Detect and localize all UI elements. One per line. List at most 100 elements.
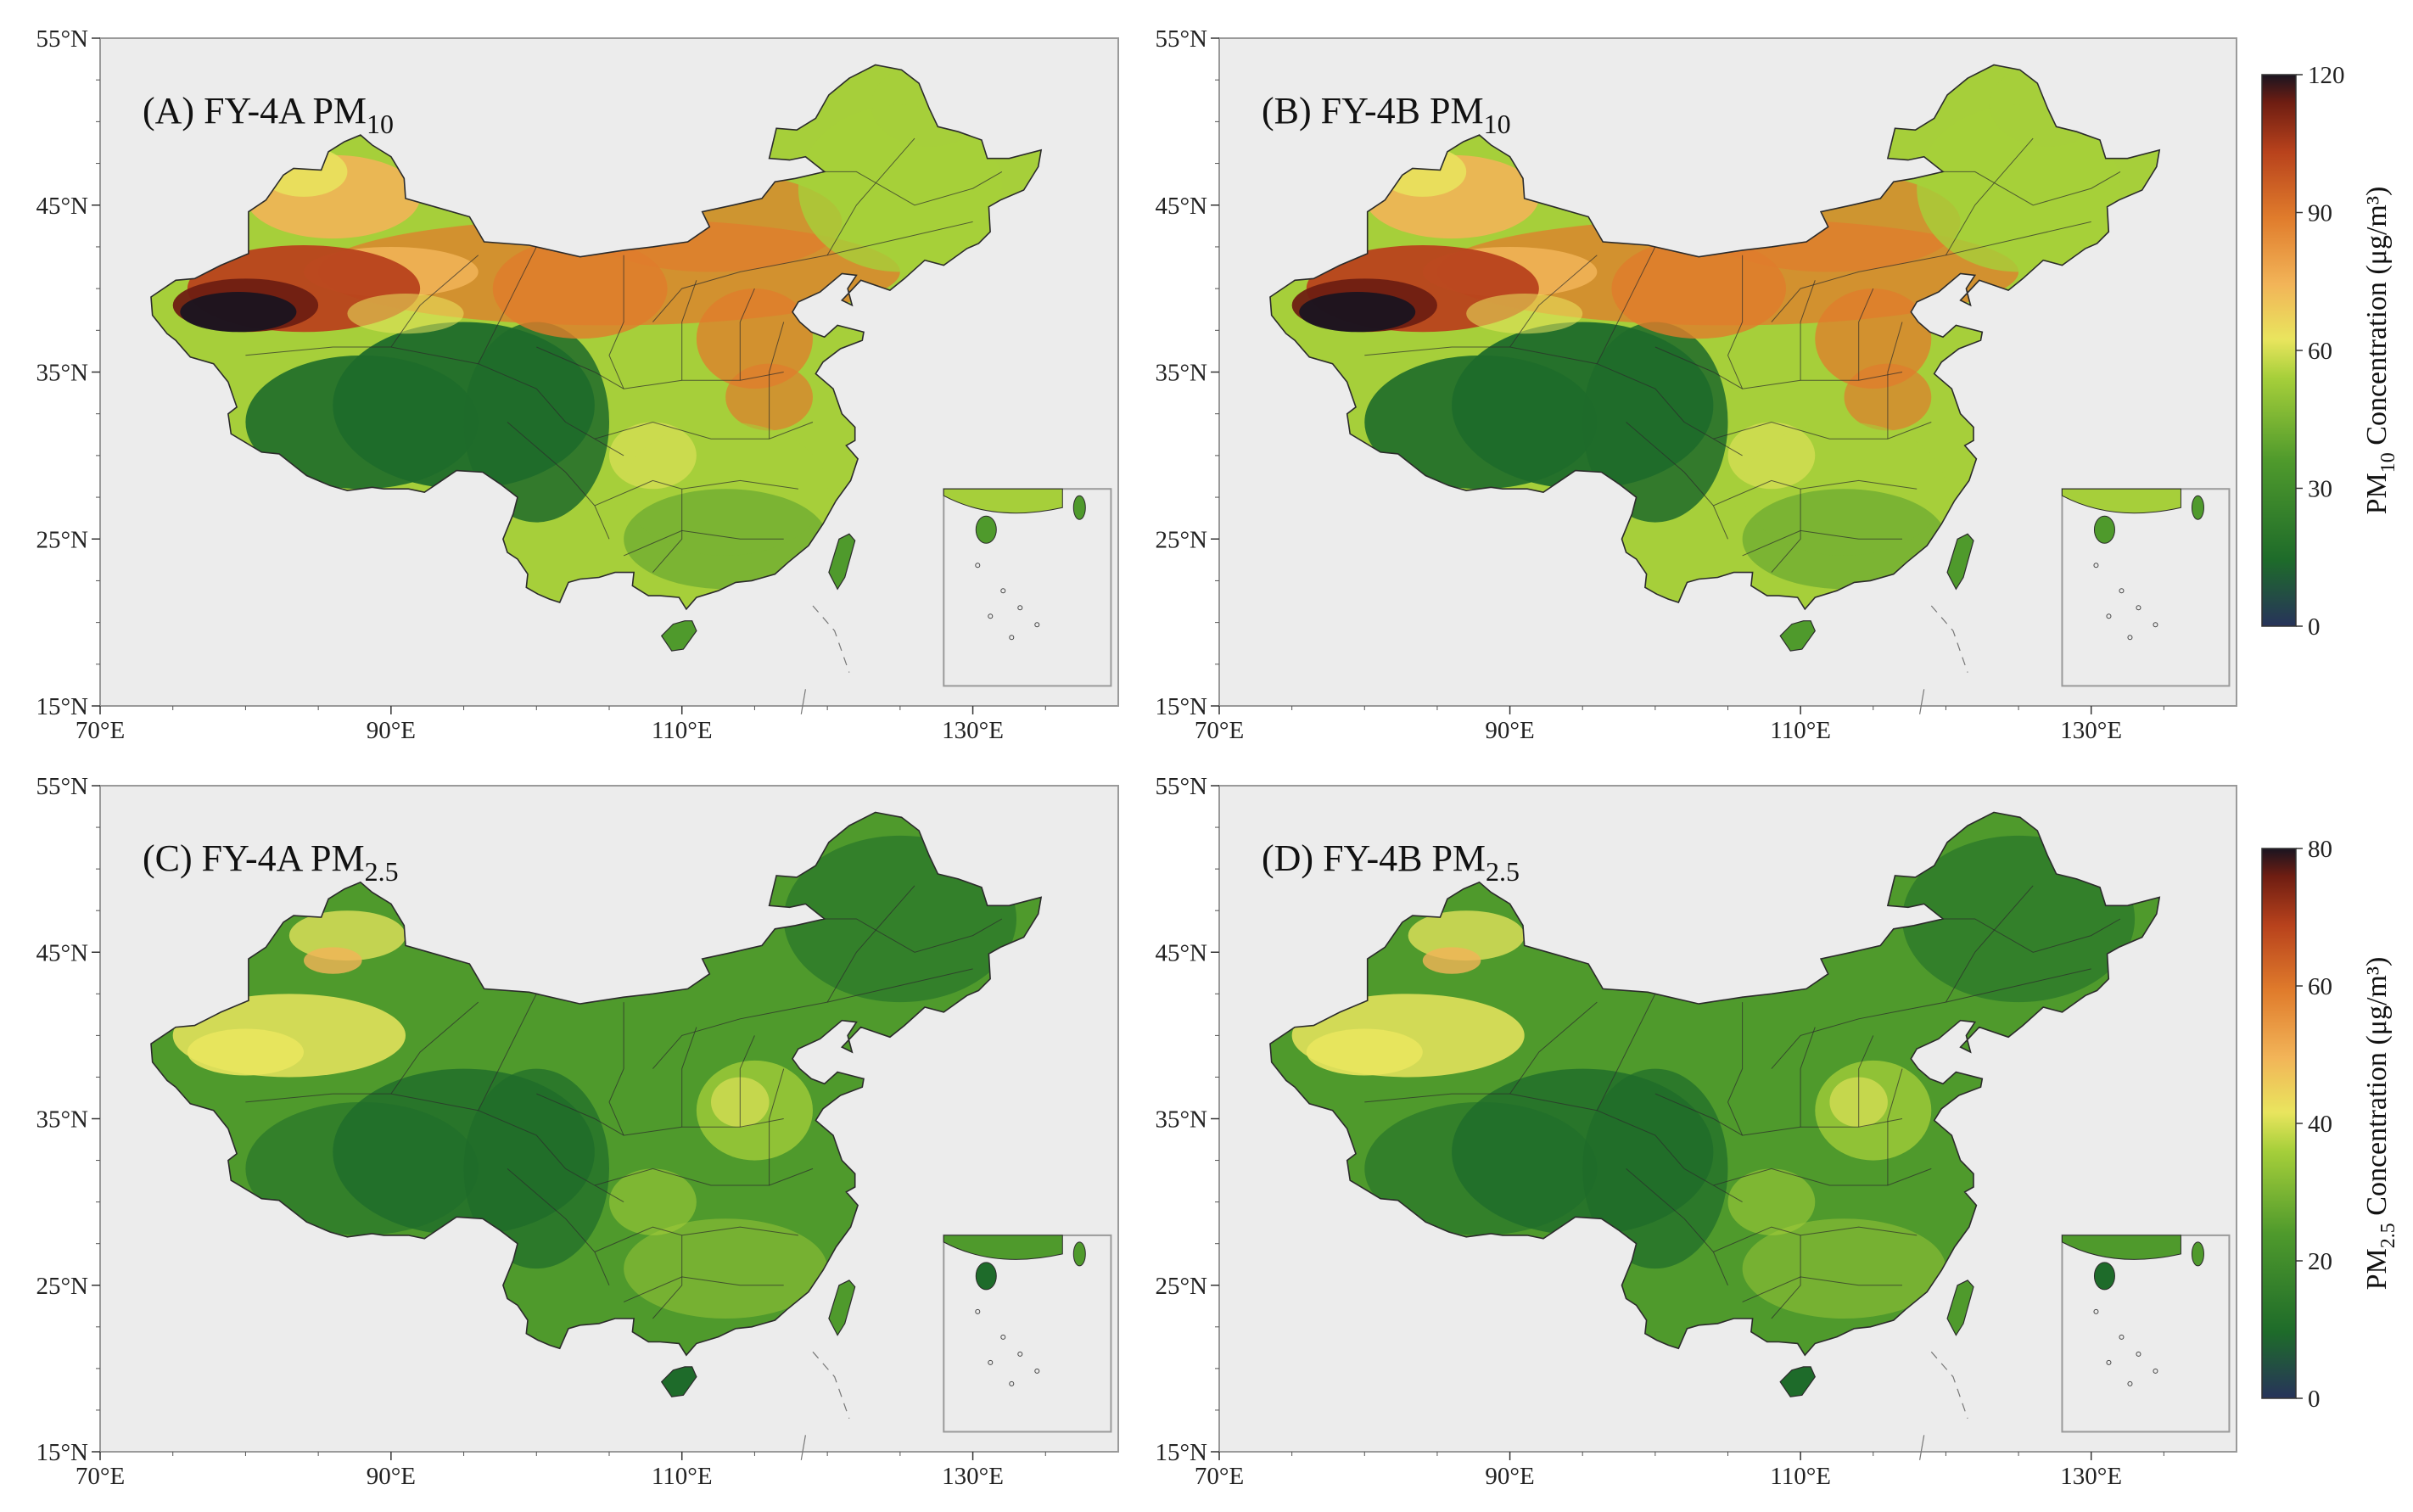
province-boundary xyxy=(536,346,784,389)
inset-island xyxy=(2191,495,2204,520)
map-axes: 55°N 45°N 35°N 25°N 15°N70°E 90°E 110°E 130°E xyxy=(36,773,1046,1490)
province-boundaries xyxy=(245,885,1003,1319)
concentration-blob xyxy=(463,322,609,523)
inset-islet xyxy=(2106,613,2112,619)
colorbar-tick-label: 120 xyxy=(2308,62,2345,89)
province-boundary xyxy=(1931,918,2121,953)
concentration-blob xyxy=(1408,910,1525,961)
province-boundary xyxy=(1946,968,2091,1003)
lat-tick-label: 25°N xyxy=(36,526,88,553)
map-panel-d: 55°N 45°N 35°N 25°N 15°N70°E 90°E 110°E 130°E (D… xyxy=(1155,773,2237,1490)
concentration-blob xyxy=(609,1168,697,1235)
province-boundary xyxy=(507,1168,610,1285)
inset-coast xyxy=(943,488,1063,514)
lat-tick-label: 35°N xyxy=(1155,360,1207,387)
inset-islet xyxy=(1034,1368,1040,1374)
lon-tick-label: 130°E xyxy=(942,717,1004,744)
province-boundaries xyxy=(245,137,1003,573)
colorbar-tick-label: 0 xyxy=(2308,1386,2321,1413)
inset-islet xyxy=(1009,635,1015,641)
inset-islet xyxy=(2119,588,2125,594)
inset-islet xyxy=(2127,1380,2133,1386)
inset-island xyxy=(1072,495,1086,520)
province-boundary xyxy=(1626,422,1728,540)
province-boundary xyxy=(478,994,537,1111)
province-boundary xyxy=(1800,280,1816,381)
inset-islet xyxy=(975,1308,981,1314)
province-boundary xyxy=(769,1068,785,1185)
province-boundary xyxy=(1727,1002,1744,1136)
lon-tick-label: 130°E xyxy=(2060,717,2122,744)
province-boundary xyxy=(565,422,624,456)
hainan-island xyxy=(660,1366,697,1397)
map-panel-a: 55°N 45°N 35°N 25°N 15°N70°E 90°E 110°E 130°E (A… xyxy=(36,25,1119,744)
province-boundary xyxy=(1800,1027,1816,1128)
panel-title: (A) FY-4A PM10 xyxy=(143,90,394,139)
concentration-blob xyxy=(304,947,362,974)
panel-title: (B) FY-4B PM10 xyxy=(1262,90,1511,139)
lon-tick-label: 70°E xyxy=(1195,1463,1244,1490)
inset-island xyxy=(975,515,997,544)
province-boundary xyxy=(1654,346,1903,389)
province-boundary xyxy=(769,322,785,440)
lat-tick-label: 35°N xyxy=(36,1106,88,1134)
inset-islet xyxy=(988,613,994,619)
province-boundaries xyxy=(1364,885,2121,1319)
colorbar-tick-label: 20 xyxy=(2308,1248,2332,1275)
concentration-blob xyxy=(1364,355,1598,490)
province-boundary xyxy=(1858,1035,1874,1128)
province-boundary xyxy=(623,529,784,557)
inset-islet xyxy=(1017,1351,1023,1357)
nine-dash-line xyxy=(1930,1351,1968,1419)
province-boundary xyxy=(1858,288,1874,381)
inset-coast xyxy=(943,1235,1063,1260)
inset-islet xyxy=(1009,1380,1015,1386)
lat-tick-label: 15°N xyxy=(1155,1439,1207,1466)
map-axes: 55°N 45°N 35°N 25°N 15°N70°E 90°E 110°E 130°E xyxy=(36,25,1046,744)
concentration-blob xyxy=(347,294,464,334)
colorbar-tick-label: 60 xyxy=(2308,338,2332,365)
concentration-blob xyxy=(288,910,406,961)
lat-tick-label: 45°N xyxy=(36,939,88,966)
inset-islet xyxy=(1000,588,1006,594)
lat-tick-label: 15°N xyxy=(36,693,88,720)
inset-islet xyxy=(1017,605,1023,611)
inset-islet xyxy=(1034,622,1040,628)
nine-dash-line xyxy=(812,605,850,673)
national-border xyxy=(150,64,1043,611)
province-boundary xyxy=(608,1002,624,1136)
province-boundary xyxy=(652,1001,828,1069)
province-boundary xyxy=(1887,322,1903,440)
province-boundary xyxy=(1945,137,2034,256)
hainan-island xyxy=(1779,620,1816,652)
province-boundary xyxy=(623,1276,784,1302)
province-boundary xyxy=(826,221,973,256)
nine-dash-line xyxy=(800,689,806,714)
province-boundary xyxy=(1364,346,1685,423)
lat-tick-label: 55°N xyxy=(36,773,88,800)
concentration-blob xyxy=(180,292,297,333)
province-boundary xyxy=(739,288,755,381)
lon-tick-label: 110°E xyxy=(1770,717,1831,744)
province-boundary xyxy=(813,918,1003,953)
taiwan-island xyxy=(828,533,856,591)
national-border xyxy=(1269,811,2161,1357)
inset-island xyxy=(2191,1241,2204,1267)
province-boundary xyxy=(245,1093,566,1169)
colorbar-tick-label: 30 xyxy=(2308,476,2332,503)
nine-dash-line xyxy=(1919,689,1925,714)
colorbar-tick-label: 40 xyxy=(2308,1111,2332,1138)
inset-islet xyxy=(2106,1359,2112,1365)
province-boundary xyxy=(1727,255,1744,389)
concentration-blob xyxy=(696,288,813,389)
nine-dash-line xyxy=(812,1351,850,1419)
inset-islet xyxy=(1000,1334,1006,1340)
concentration-blob xyxy=(1917,104,2120,272)
colorbar-tick-label: 90 xyxy=(2308,200,2332,227)
inset-island xyxy=(2093,515,2115,544)
lat-tick-label: 55°N xyxy=(1155,773,1207,800)
colorbar-tick-label: 60 xyxy=(2308,973,2332,1000)
concentration-blob xyxy=(463,1068,609,1269)
province-boundary xyxy=(1596,246,1656,364)
province-boundary xyxy=(681,1027,697,1128)
